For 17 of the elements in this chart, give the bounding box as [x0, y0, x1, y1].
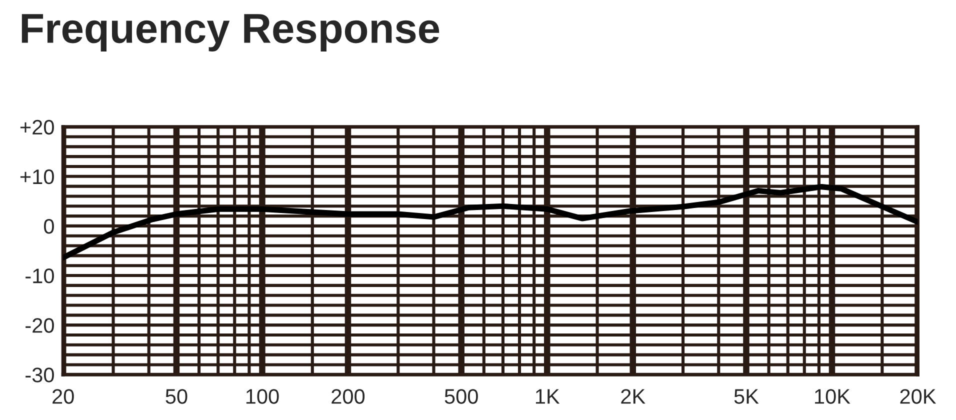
x-tick-label: 10K [815, 389, 850, 404]
x-tick-label: 200 [332, 389, 365, 404]
x-tick-label: 20K [900, 389, 936, 404]
y-tick-label: -20 [26, 318, 54, 333]
x-tick-label: 50 [166, 389, 188, 404]
y-tick-label: 0 [44, 218, 54, 234]
y-tick-label: -10 [26, 268, 54, 284]
x-tick-label: 500 [444, 389, 478, 404]
x-tick-label: 20 [52, 389, 74, 404]
x-tick-label: 5K [734, 389, 759, 404]
y-tick-label: -30 [26, 368, 54, 382]
x-tick-label: 1K [536, 389, 560, 404]
y-tick-label: +20 [20, 120, 54, 135]
y-tick-label: +10 [20, 169, 54, 184]
x-tick-label: 100 [246, 389, 279, 404]
chart-title: Frequency Response [22, 14, 440, 52]
x-tick-label: 2K [621, 389, 646, 404]
